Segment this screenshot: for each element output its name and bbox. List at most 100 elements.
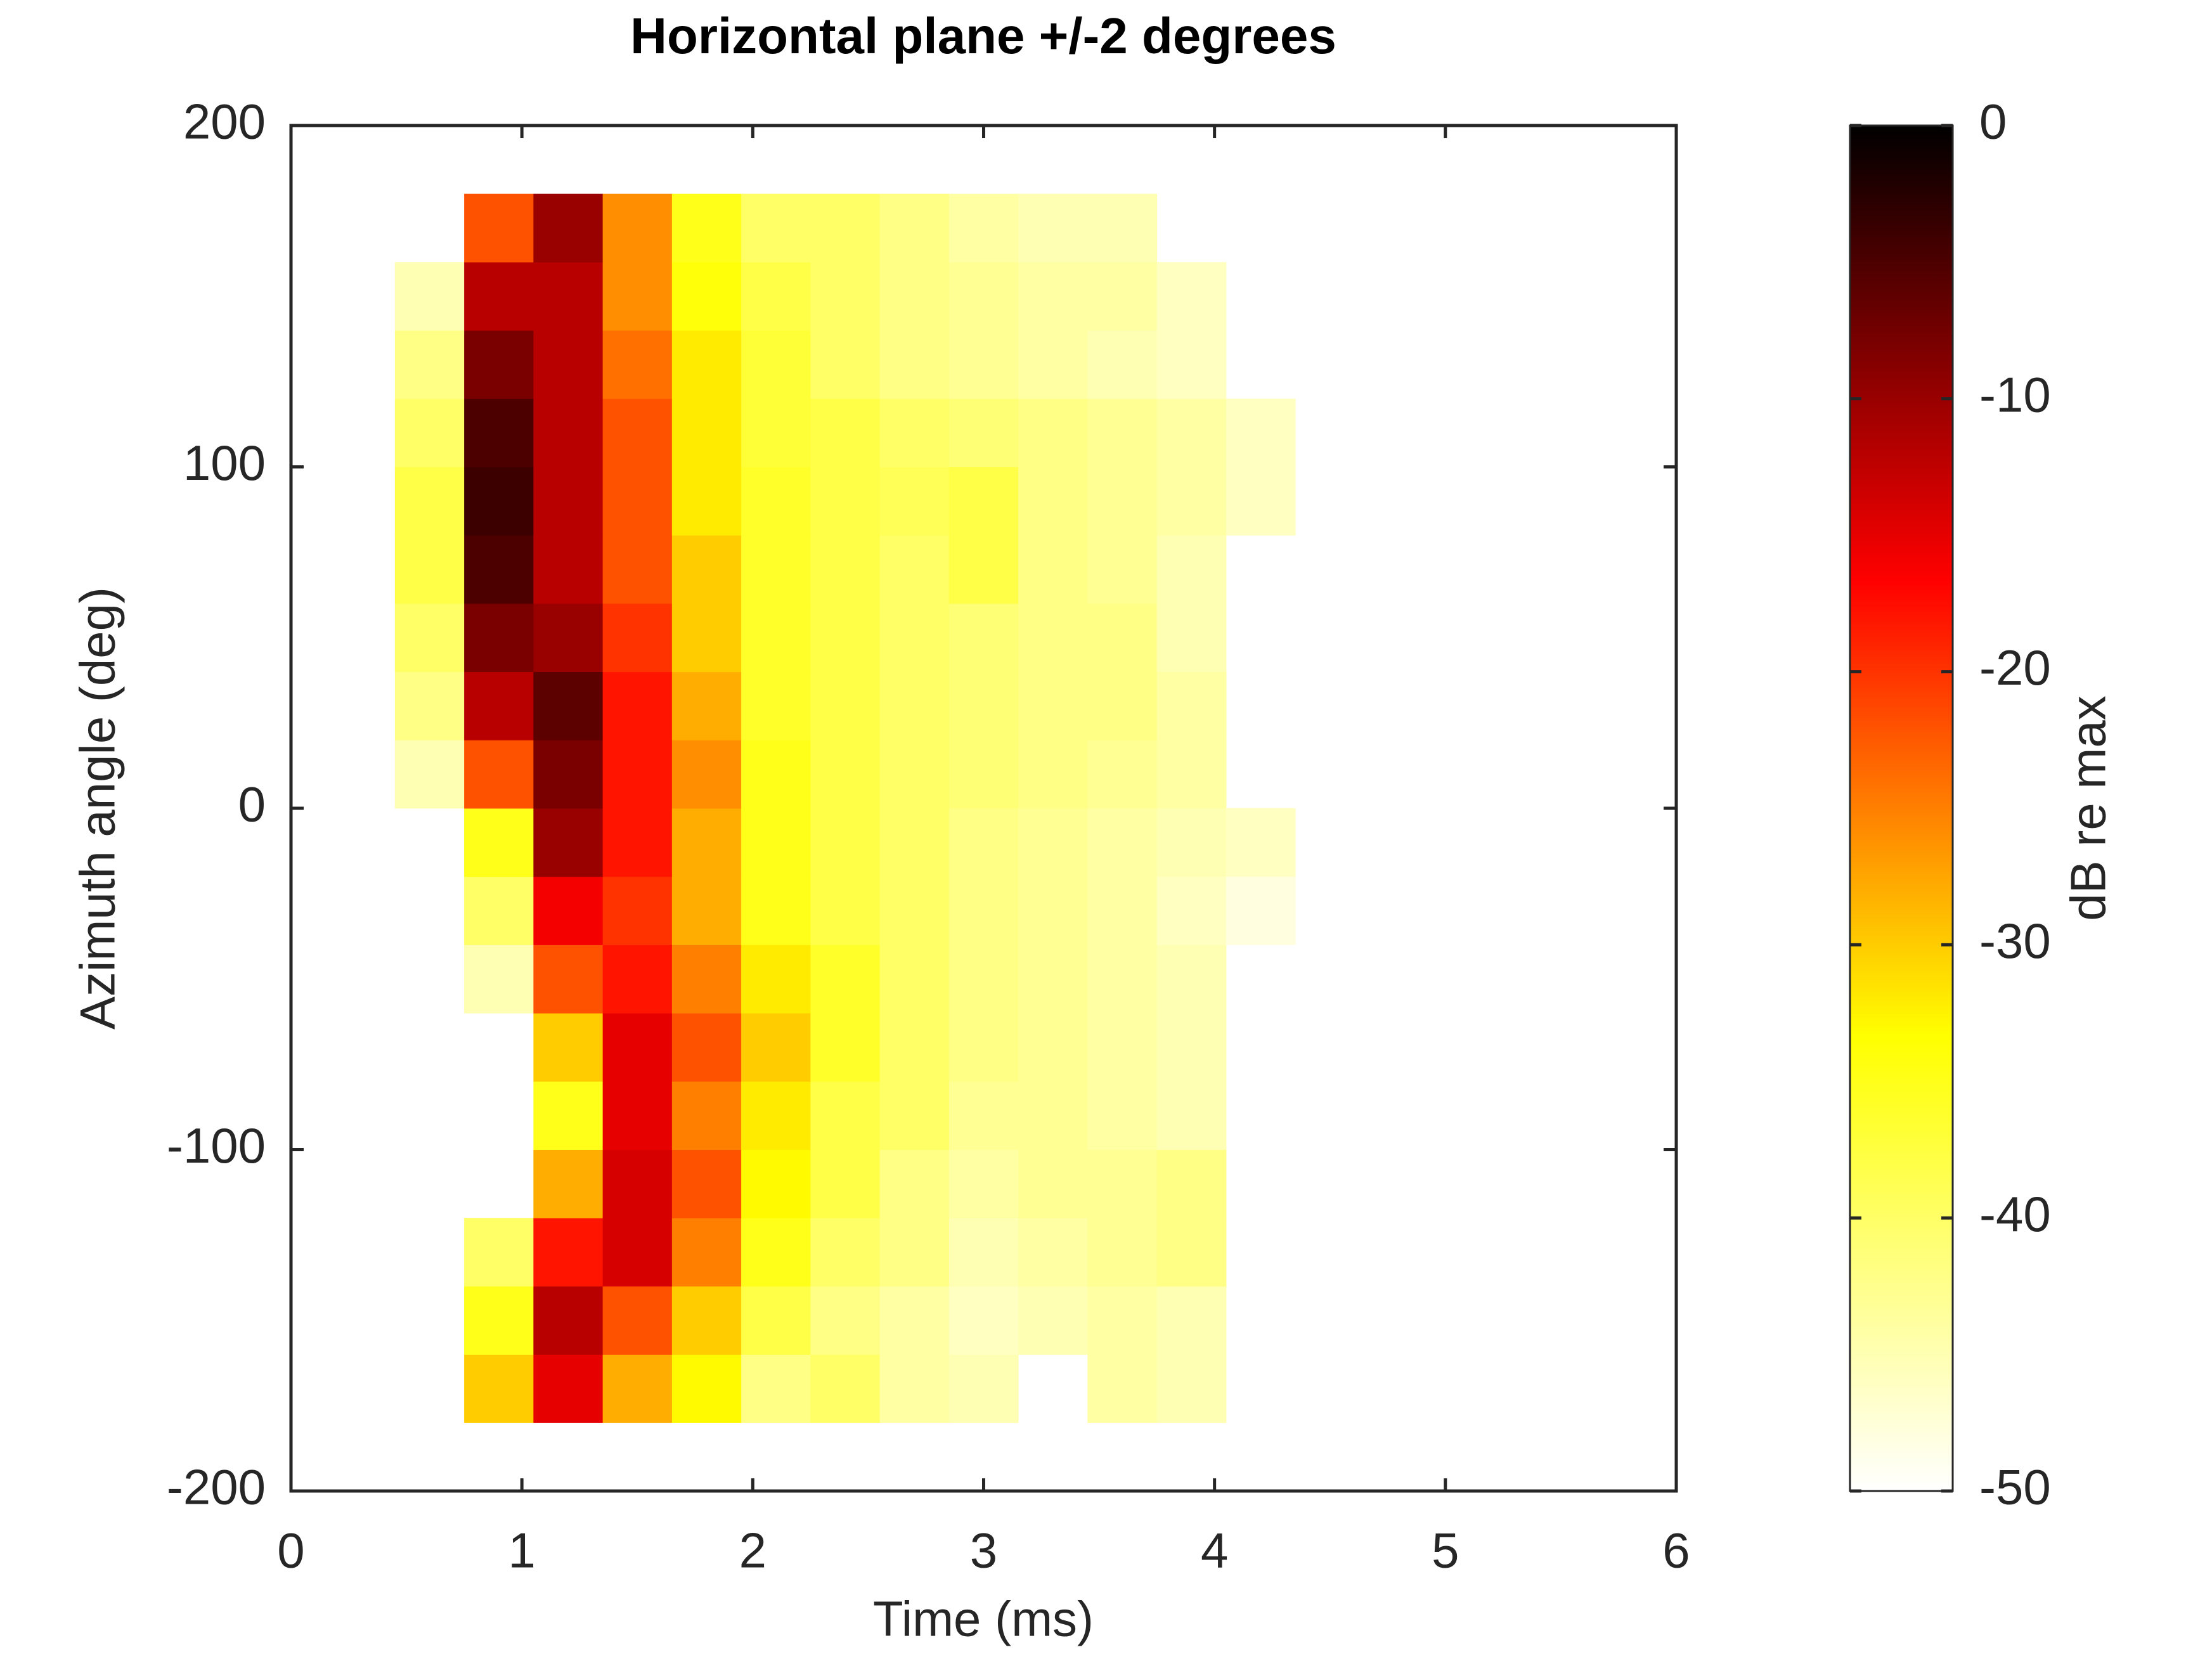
heatmap-cell [533,740,604,809]
heatmap-cell [741,398,811,467]
y-axis-label: Azimuth angle (deg) [70,587,126,1030]
heatmap-cell [1018,535,1088,604]
heatmap-cell [1087,740,1158,809]
heatmap-cell [879,603,950,673]
heatmap-cell [879,945,950,1014]
heatmap-cell [1018,1218,1088,1287]
heatmap-cell [533,603,604,673]
heatmap-cell [810,876,881,945]
heatmap-cell [671,193,742,262]
heatmap-cell [1087,1149,1158,1218]
heatmap-cell [671,398,742,467]
colorbar-tick-label: -30 [1979,913,2051,969]
heatmap-cell [464,467,534,536]
heatmap-cell [879,193,950,262]
heatmap-cell [1156,262,1227,331]
heatmap-cell [464,945,534,1014]
heatmap-cell [948,1286,1019,1355]
heatmap-cell [1156,467,1227,536]
heatmap-cell [1156,1286,1227,1355]
heatmap-cell [948,262,1019,331]
heatmap-cell [879,1081,950,1150]
y-tick-label: -100 [167,1118,266,1173]
heatmap-cell [879,535,950,604]
heatmap-cell [602,808,673,877]
heatmap-cell [1156,535,1227,604]
heatmap-cell [948,603,1019,673]
heatmap-cell [810,193,881,262]
heatmap-cell [1156,1013,1227,1082]
heatmap-cell [602,1081,673,1150]
heatmap-cell [671,1149,742,1218]
heatmap-cell [464,330,534,399]
heatmap-cell [948,740,1019,809]
heatmap-cell [671,945,742,1014]
heatmap-cell [741,671,811,740]
heatmap-cell [810,1013,881,1082]
heatmap-cell [1087,808,1158,877]
heatmap-cell [948,945,1019,1014]
heatmap-cell [1087,603,1158,673]
heatmap-cell [602,945,673,1014]
heatmap-cell [1087,945,1158,1014]
heatmap-cell [948,808,1019,877]
colorbar-label: dB re max [2060,695,2116,920]
heatmap-cell [1156,398,1227,467]
heatmap-cell [671,876,742,945]
heatmap-cell [1156,671,1227,740]
heatmap-cell [810,740,881,809]
heatmap-cell [671,1286,742,1355]
heatmap-cell [741,193,811,262]
heatmap-cell [394,330,465,399]
heatmap-cell [1087,262,1158,331]
heatmap-cell [533,1286,604,1355]
heatmap-cell [1226,808,1296,877]
heatmap-cell [671,671,742,740]
heatmap-cell [741,1218,811,1287]
heatmap-cell [671,1354,742,1423]
heatmap-cell [602,1149,673,1218]
heatmap-cell [533,1218,604,1287]
heatmap-cell [1018,1081,1088,1150]
heatmap-cell [1087,467,1158,536]
heatmap-cell [602,603,673,673]
heatmap-cell [810,671,881,740]
y-tick-label: 0 [238,777,266,832]
heatmap-cell [741,1149,811,1218]
heatmap-cell [741,330,811,399]
y-tick-label: 100 [183,435,266,491]
heatmap-cell [394,535,465,604]
heatmap-cell [1087,193,1158,262]
heatmap-cell [533,876,604,945]
heatmap-cell [1087,330,1158,399]
heatmap-cell [394,603,465,673]
heatmap-cell [394,740,465,809]
heatmap-cell [671,808,742,877]
heatmap-cell [671,262,742,331]
heatmap-cell [602,1013,673,1082]
heatmap-cell [671,603,742,673]
y-tick-label: 200 [183,94,266,150]
heatmap-cell [533,945,604,1014]
heatmap-cell [741,1081,811,1150]
heatmap-cell [1018,193,1088,262]
heatmap-cell [810,1286,881,1355]
heatmap-cell [464,1218,534,1287]
heatmap-cell [1018,945,1088,1014]
y-tick-label: -200 [167,1459,266,1515]
heatmap-cell [533,671,604,740]
heatmap-cell [464,1286,534,1355]
heatmap-cell [1156,808,1227,877]
heatmap-cell [533,1149,604,1218]
heatmap-cell [602,740,673,809]
heatmap-cell [1018,671,1088,740]
heatmap-cell [464,876,534,945]
heatmap-cell [879,262,950,331]
heatmap-cell [948,1149,1019,1218]
heatmap-cell [879,740,950,809]
heatmap-cell [948,1081,1019,1150]
heatmap-cell [1018,876,1088,945]
heatmap-cell [671,1081,742,1150]
heatmap-cell [394,467,465,536]
heatmap-cell [1156,945,1227,1014]
